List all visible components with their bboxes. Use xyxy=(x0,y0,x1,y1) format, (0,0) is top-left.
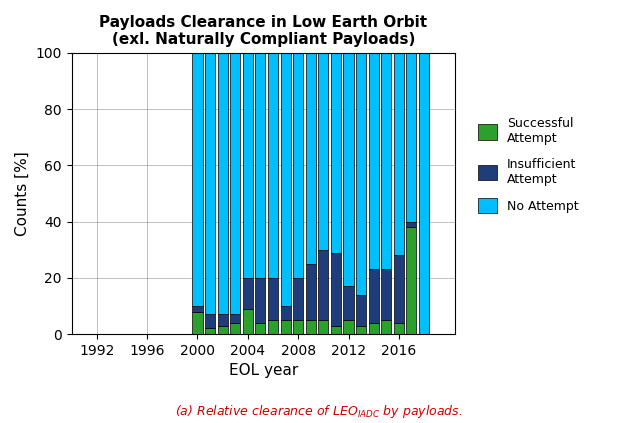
Bar xyxy=(369,269,379,323)
Bar xyxy=(381,320,391,334)
Bar xyxy=(381,53,391,269)
Bar xyxy=(255,323,266,334)
Bar xyxy=(192,306,203,312)
Bar xyxy=(230,323,240,334)
Bar xyxy=(306,53,316,264)
Bar xyxy=(356,53,366,295)
Bar xyxy=(343,53,354,286)
Bar xyxy=(369,323,379,334)
Legend: Successful
Attempt, Insufficient
Attempt, No Attempt: Successful Attempt, Insufficient Attempt… xyxy=(473,112,583,218)
Bar xyxy=(243,278,253,309)
Bar xyxy=(331,53,341,253)
Bar xyxy=(406,222,417,227)
Bar xyxy=(255,53,266,278)
Bar xyxy=(394,255,404,323)
Bar xyxy=(255,278,266,323)
Bar xyxy=(369,53,379,269)
Bar xyxy=(318,53,328,250)
Bar xyxy=(268,278,278,320)
Bar xyxy=(356,295,366,326)
Bar xyxy=(205,314,215,329)
Bar xyxy=(230,53,240,314)
Bar xyxy=(394,53,404,255)
Bar xyxy=(331,253,341,326)
Bar xyxy=(205,329,215,334)
Bar xyxy=(394,323,404,334)
Bar xyxy=(381,269,391,320)
Bar xyxy=(306,264,316,320)
Bar xyxy=(218,53,227,314)
Bar xyxy=(230,314,240,323)
X-axis label: EOL year: EOL year xyxy=(229,363,298,379)
Bar xyxy=(293,53,303,278)
Bar xyxy=(356,326,366,334)
Bar xyxy=(343,286,354,320)
Bar xyxy=(268,320,278,334)
Bar xyxy=(192,312,203,334)
Bar xyxy=(318,320,328,334)
Bar xyxy=(293,320,303,334)
Text: (a) Relative clearance of LEO$_{\mathregular{IADC}}$ by payloads.: (a) Relative clearance of LEO$_{\mathreg… xyxy=(175,403,462,420)
Bar xyxy=(306,320,316,334)
Bar xyxy=(243,53,253,278)
Bar xyxy=(280,320,290,334)
Bar xyxy=(331,326,341,334)
Y-axis label: Counts [%]: Counts [%] xyxy=(15,151,30,236)
Bar xyxy=(192,53,203,306)
Bar xyxy=(343,320,354,334)
Bar xyxy=(280,53,290,306)
Bar xyxy=(268,53,278,278)
Bar xyxy=(218,326,227,334)
Bar xyxy=(318,250,328,320)
Bar xyxy=(293,278,303,320)
Bar xyxy=(243,309,253,334)
Bar xyxy=(218,314,227,326)
Bar xyxy=(419,53,429,334)
Bar xyxy=(406,53,417,222)
Title: Payloads Clearance in Low Earth Orbit
(exl. Naturally Compliant Payloads): Payloads Clearance in Low Earth Orbit (e… xyxy=(99,15,427,47)
Bar xyxy=(205,53,215,314)
Bar xyxy=(280,306,290,320)
Bar xyxy=(406,227,417,334)
